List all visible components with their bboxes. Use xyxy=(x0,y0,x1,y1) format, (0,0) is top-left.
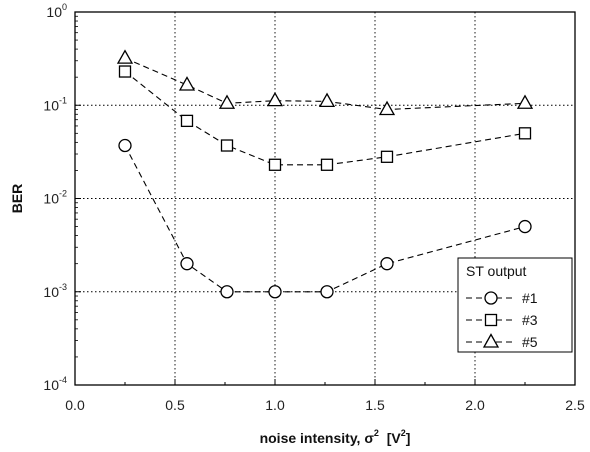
data-point-circle xyxy=(220,285,234,299)
y-tick-label: 10-4 xyxy=(43,375,67,393)
x-axis-title-main: noise intensity, σ xyxy=(260,430,375,446)
legend-label: #1 xyxy=(522,290,538,306)
data-point-circle xyxy=(320,285,334,299)
data-point-square xyxy=(320,158,334,171)
data-point-square xyxy=(268,158,282,171)
data-point-circle xyxy=(118,138,132,153)
axis-ticks: 0.0 0.5 1.0 1.5 2.0 2.5 100 10-1 10-2 10-3 10-4 xyxy=(43,2,585,413)
series-circle xyxy=(118,138,532,299)
legend-marker-circle xyxy=(484,291,498,305)
data-point-square xyxy=(518,127,532,140)
x-tick-label: 2.0 xyxy=(465,397,485,413)
x-tick-label: 0.0 xyxy=(65,397,85,413)
data-point-square xyxy=(118,65,132,78)
x-axis-title-sup: 2 xyxy=(374,428,379,438)
data-point-square xyxy=(180,114,194,128)
x-tick-label: 2.5 xyxy=(565,397,585,413)
legend-title: ST output xyxy=(466,263,527,279)
data-point-triangle xyxy=(218,94,236,109)
x-axis-title-unit-close: ] xyxy=(406,430,411,446)
data-point-circle xyxy=(380,257,394,271)
data-point-circle xyxy=(268,285,282,299)
data-point-square xyxy=(380,150,394,163)
data-point-triangle xyxy=(516,94,534,109)
series-triangle xyxy=(116,49,534,116)
x-axis-title-unit-sup: 2 xyxy=(401,428,406,438)
y-tick-label: 10-1 xyxy=(43,95,67,113)
data-point-triangle xyxy=(178,76,196,91)
data-point-triangle xyxy=(116,49,134,64)
data-point-triangle xyxy=(266,91,284,107)
data-point-circle xyxy=(518,219,532,234)
x-tick-label: 1.5 xyxy=(365,397,385,413)
y-tick-label: 100 xyxy=(46,2,67,20)
series-layer xyxy=(116,49,534,299)
legend-marker-triangle xyxy=(482,333,500,348)
legend-box xyxy=(457,257,573,353)
legend-label: #5 xyxy=(522,334,538,350)
y-tick-label: 10-2 xyxy=(43,189,67,207)
x-axis-title: noise intensity, σ2 [V2] xyxy=(260,428,411,446)
data-point-circle xyxy=(180,257,194,271)
data-point-triangle xyxy=(318,92,336,108)
data-point-square xyxy=(220,139,234,152)
legend-marker-square xyxy=(484,313,498,327)
legend-label: #3 xyxy=(522,312,538,328)
x-tick-label: 1.0 xyxy=(265,397,285,413)
x-tick-label: 0.5 xyxy=(165,397,185,413)
y-axis-title: BER xyxy=(9,184,25,214)
series-square xyxy=(118,65,532,171)
legend: ST output #1 #3 #5 xyxy=(457,257,573,353)
y-tick-label: 10-3 xyxy=(43,282,67,300)
legend-items: #1 #3 #5 xyxy=(466,290,538,350)
x-axis-title-unit-open: [V xyxy=(379,430,401,446)
data-point-triangle xyxy=(378,100,396,116)
